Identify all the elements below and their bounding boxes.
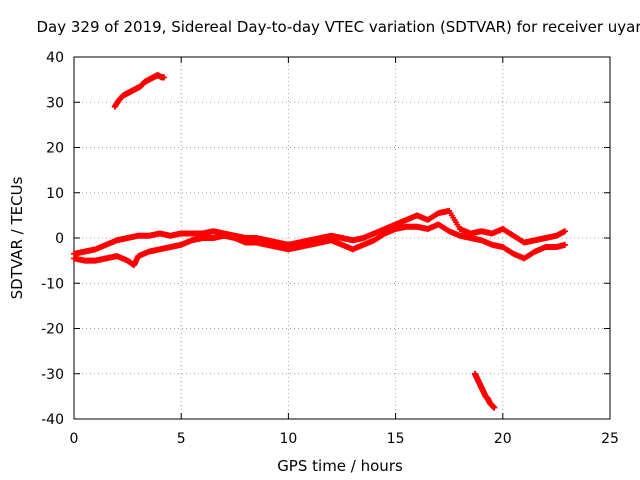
series-falling-arc: [471, 370, 498, 411]
chart-title: Day 329 of 2019, Sidereal Day-to-day VTE…: [36, 18, 640, 36]
y-axis-label: SDTVAR / TECUs: [8, 176, 26, 299]
data-point: [491, 404, 498, 411]
y-tick-label: -10: [41, 276, 64, 292]
series-main-band-lower: [71, 221, 568, 269]
y-tick-label: 10: [46, 186, 64, 202]
data-point: [561, 241, 568, 248]
y-tick-label: 30: [46, 95, 64, 111]
y-tick-label: -20: [41, 322, 64, 338]
y-tick-label: 0: [55, 231, 64, 247]
axis-ticks: 0 5 10 15 20 25 -40 -30 -20 -10 0 10 20 30 40: [41, 50, 619, 447]
x-tick-label: 10: [279, 431, 297, 447]
x-tick-label: 0: [70, 431, 79, 447]
data-points: [71, 72, 568, 411]
x-tick-label: 5: [177, 431, 186, 447]
x-tick-label: 25: [601, 431, 619, 447]
y-tick-label: 20: [46, 141, 64, 157]
series-rising-arc: [111, 72, 168, 110]
series-main-band-upper: [71, 207, 568, 257]
x-tick-label: 20: [494, 431, 512, 447]
data-point: [561, 228, 568, 235]
y-tick-label: -30: [41, 367, 64, 383]
x-tick-label: 15: [387, 431, 405, 447]
y-tick-label: -40: [41, 412, 64, 428]
y-tick-label: 40: [46, 50, 64, 66]
x-axis-label: GPS time / hours: [277, 457, 403, 475]
data-point: [161, 74, 168, 81]
